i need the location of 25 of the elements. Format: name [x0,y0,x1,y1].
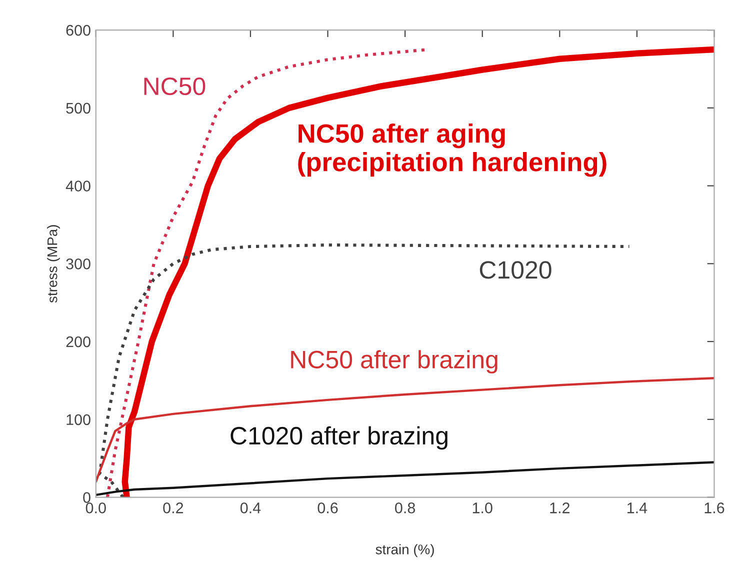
series-label: NC50 after aging (precipitation hardening) [298,123,606,177]
series-label: C1020 after brazing [230,426,448,450]
line-series [98,243,631,498]
line-series [96,377,714,483]
y-tick-label: 200 [66,336,90,348]
y-tick-label: 100 [66,414,90,426]
x-axis-title: strain (%) [376,544,434,558]
x-tick-label: 1.4 [627,502,648,514]
x-tick-label: 0.0 [86,502,106,514]
series-label: NC50 after brazing [291,350,498,374]
x-tick-label: 0.8 [395,502,416,514]
x-tick-label: 0.2 [163,502,184,514]
y-axis-title: stress (MPa) [47,225,60,303]
x-tick-label: 0.4 [240,502,261,514]
x-tick-label: 1.2 [550,502,570,514]
x-tick-label: 1.6 [704,502,724,514]
y-tick-label: 300 [66,258,90,270]
y-tick-label: 600 [66,24,90,36]
x-tick-label: 1.0 [472,502,492,514]
y-tick-label: 0 [83,492,90,503]
series-label: NC50 [144,77,206,96]
x-tick-label: 0.6 [318,502,338,514]
y-tick-label: 500 [66,102,90,114]
series-label: C1020 [480,261,552,279]
y-tick-label: 400 [66,180,90,192]
